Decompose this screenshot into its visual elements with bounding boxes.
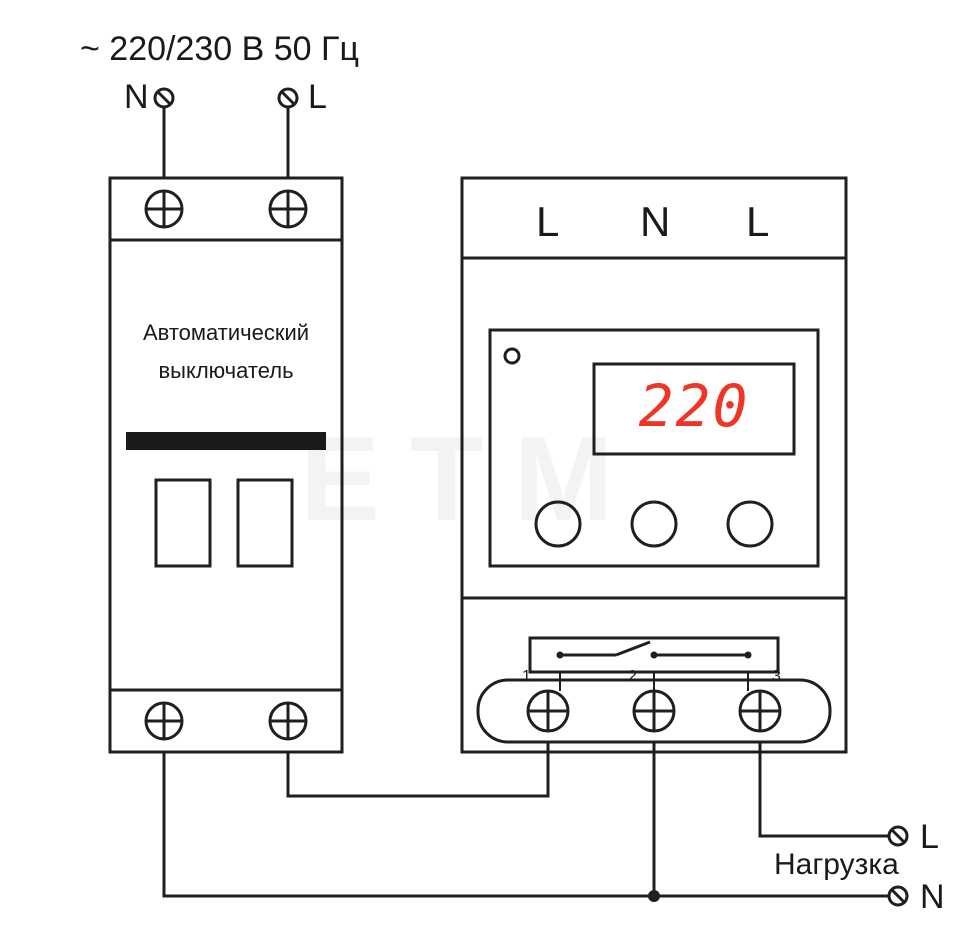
relay-indicator-led xyxy=(505,349,519,363)
breaker-screw-bot-n xyxy=(146,703,182,739)
relay-terminal-1-num: 1 xyxy=(522,668,531,686)
relay-terminal-2-num: 2 xyxy=(628,668,637,686)
relay-body xyxy=(462,178,846,752)
wire-relay3-to-load-l xyxy=(760,742,890,836)
relay-terminal-3-num: 3 xyxy=(772,668,781,686)
wiring-diagram: ETM ~ 220/230 В 50 Гц N L xyxy=(0,0,980,942)
relay-button-2 xyxy=(632,502,676,546)
diagram-svg xyxy=(0,0,980,942)
load-label: Нагрузка xyxy=(774,848,899,882)
breaker-switch-1 xyxy=(156,480,210,566)
breaker-switch-2 xyxy=(238,480,292,566)
relay-terminal-1 xyxy=(528,691,568,731)
relay-top-n: N xyxy=(640,198,670,246)
breaker-title-line2: выключатель xyxy=(110,358,342,384)
relay-terminal-3 xyxy=(740,691,780,731)
relay-terminal-2 xyxy=(634,691,674,731)
relay-display-value: 220 xyxy=(594,372,794,440)
relay-top-l1: L xyxy=(536,198,559,246)
breaker-body xyxy=(110,178,342,752)
breaker-title-line1: Автоматический xyxy=(110,320,342,346)
load-n-label: N xyxy=(920,878,945,917)
breaker-screw-top-n xyxy=(146,191,182,227)
breaker-screw-bot-l xyxy=(270,703,306,739)
junction-n xyxy=(648,890,660,902)
breaker-strip xyxy=(126,432,326,450)
load-l-label: L xyxy=(920,818,939,857)
relay-button-1 xyxy=(536,502,580,546)
wire-breaker-to-relay1 xyxy=(288,742,548,796)
breaker-screw-top-l xyxy=(270,191,306,227)
relay-top-l2: L xyxy=(746,198,769,246)
relay-button-3 xyxy=(728,502,772,546)
